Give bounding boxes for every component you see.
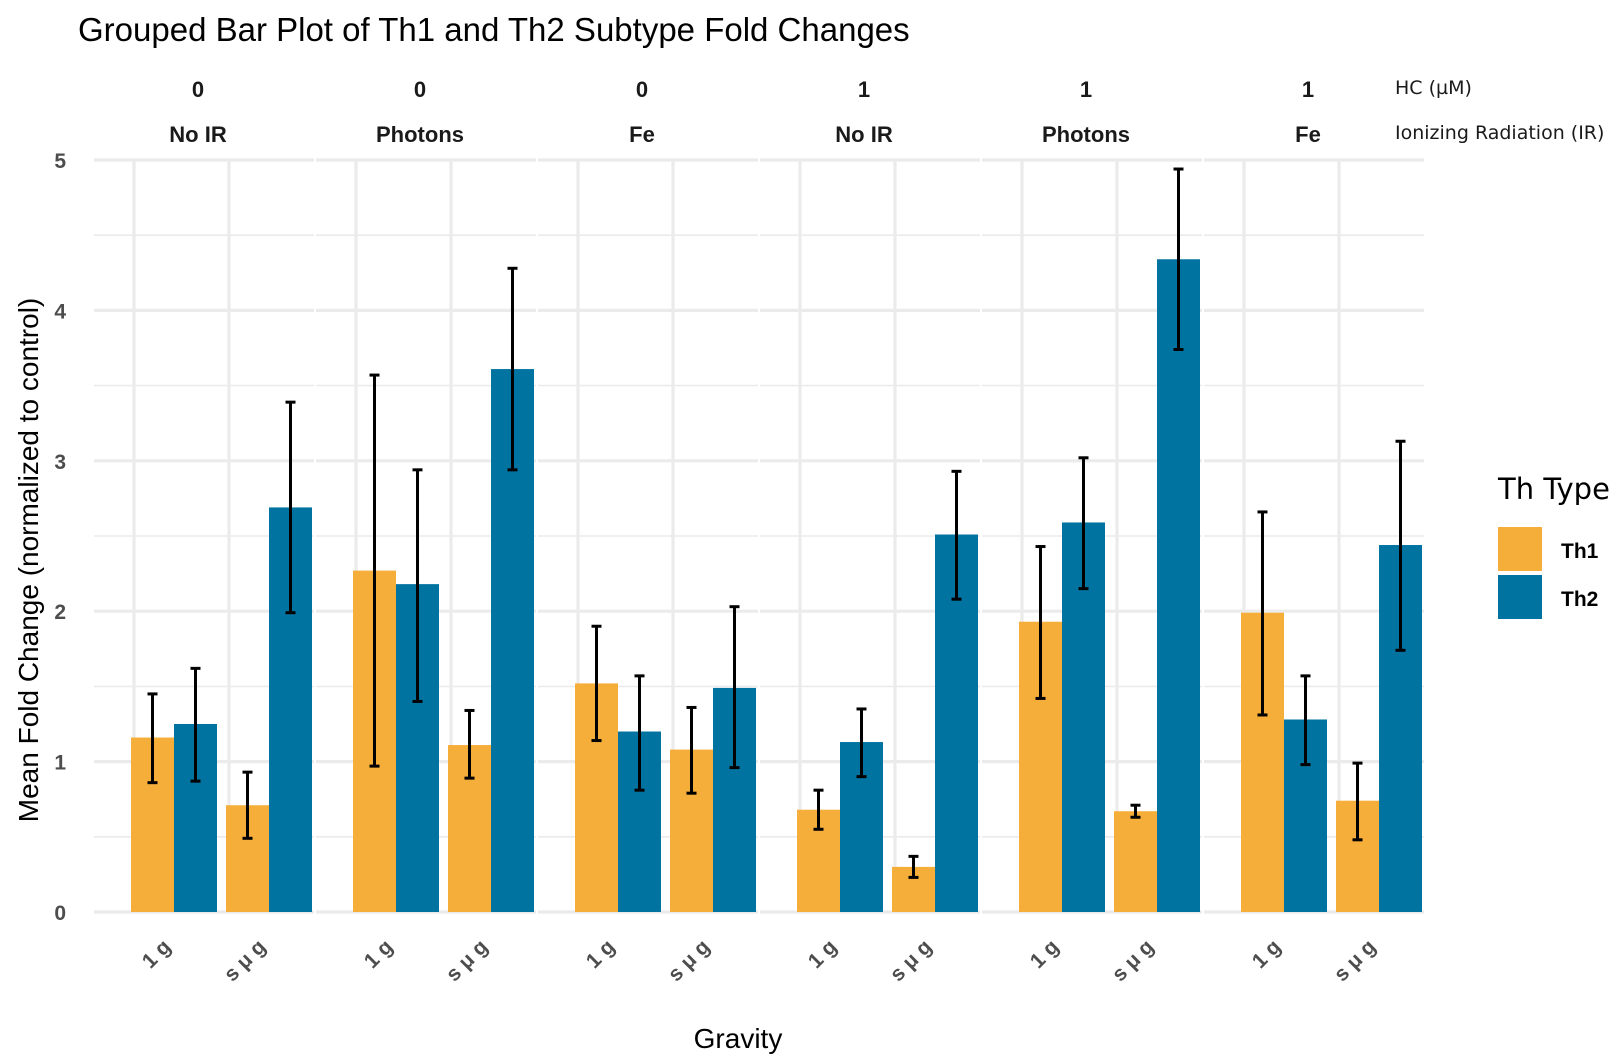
legend: Th Type Th1 Th2: [1497, 472, 1610, 619]
x-tick-label: 1 g: [360, 935, 398, 973]
x-tick-label: 1 g: [1248, 935, 1286, 973]
x-tick-label: s μ g: [886, 935, 937, 986]
x-tick-label: 1 g: [582, 935, 620, 973]
facet-strip-ir: Photons: [1042, 122, 1130, 147]
chart-title: Grouped Bar Plot of Th1 and Th2 Subtype …: [78, 11, 910, 48]
y-tick-label: 3: [54, 451, 66, 474]
facet-strip-hc: 0: [192, 77, 204, 102]
x-tick-label: s μ g: [442, 935, 493, 986]
facet-strip-hc: 1: [858, 77, 870, 102]
facet-strip-ir: Fe: [629, 122, 655, 147]
y-tick-label: 4: [54, 300, 66, 323]
facet-strip-hc: 0: [414, 77, 426, 102]
facet-strips: 0 No IR 0 Photons 0 Fe 1 No IR 1 Photons 1 Fe: [169, 77, 1321, 147]
x-axis: 1 g s μ g 1 g s μ g 1 g s μ g 1 g s μ g 1 g s μ g…: [138, 935, 1381, 986]
y-tick-label: 0: [54, 902, 66, 925]
y-tick-label: 2: [54, 601, 66, 624]
facet-row-label-ir: Ionizing Radiation (IR): [1395, 122, 1604, 144]
x-tick-label: 1 g: [804, 935, 842, 973]
legend-title: Th Type: [1497, 472, 1610, 506]
facet-strip-ir: Photons: [376, 122, 464, 147]
legend-label-th1: Th1: [1561, 540, 1599, 563]
facet-strip-ir: No IR: [169, 122, 227, 147]
facet-strip-hc: 1: [1302, 77, 1314, 102]
y-axis-title: Mean Fold Change (normalized to control): [13, 298, 44, 822]
y-tick-label: 1: [54, 752, 66, 775]
x-tick-label: 1 g: [138, 935, 176, 973]
errorbar-layer: [147, 167, 1406, 879]
x-tick-label: s μ g: [1108, 935, 1159, 986]
x-tick-label: s μ g: [220, 935, 271, 986]
bar-th2-sug: [1157, 259, 1200, 912]
bar-th1-sug: [1114, 811, 1157, 912]
y-axis: 0 1 2 3 4 5: [54, 150, 66, 925]
legend-swatch-th1: [1498, 527, 1542, 571]
legend-swatch-th2: [1498, 575, 1542, 619]
x-axis-title: Gravity: [694, 1023, 783, 1054]
bars-layer: [131, 259, 1422, 912]
facet-strip-hc: 0: [636, 77, 648, 102]
facet-strip-ir: Fe: [1295, 122, 1321, 147]
facet-strip-ir: No IR: [835, 122, 893, 147]
facet-row-label-hc: HC (µM): [1395, 77, 1472, 99]
x-tick-label: s μ g: [1330, 935, 1381, 986]
facet-strip-hc: 1: [1080, 77, 1092, 102]
x-tick-label: s μ g: [664, 935, 715, 986]
x-tick-label: 1 g: [1026, 935, 1064, 973]
y-tick-label: 5: [54, 150, 66, 173]
legend-label-th2: Th2: [1561, 588, 1598, 611]
